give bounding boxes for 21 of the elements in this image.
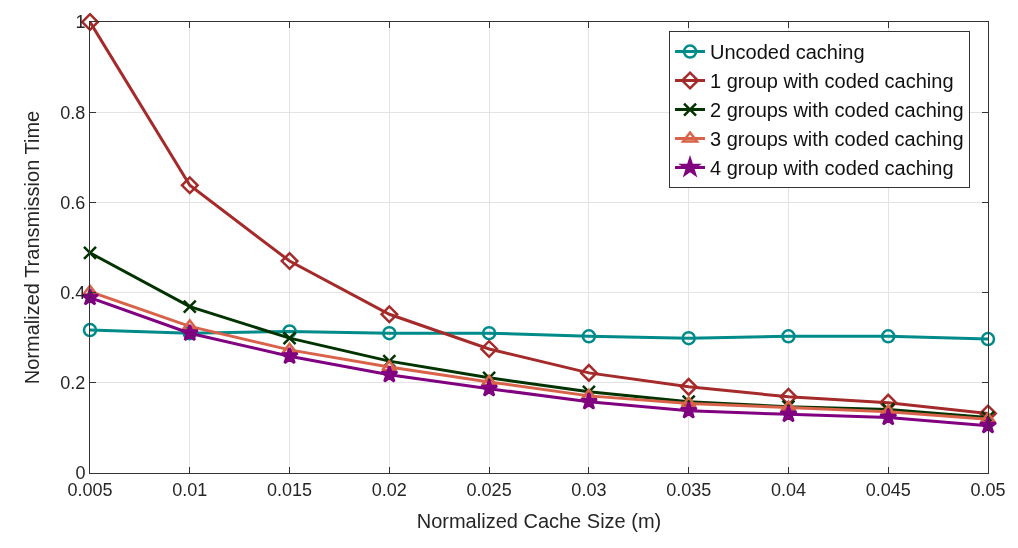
x-tick-label: 0.025 (466, 479, 512, 500)
x-tick-label: 0.01 (172, 479, 208, 500)
x-tick-label: 0.02 (371, 479, 407, 500)
x-tick-label: 0.05 (970, 479, 1006, 500)
y-axis-title: Normalized Transmission Time (20, 110, 43, 385)
y-tick-label: 0.8 (60, 102, 86, 123)
x-tick-label: 0.035 (666, 479, 712, 500)
x-axis-title: Normalized Cache Size (m) (416, 510, 662, 533)
x-tick-label: 0.03 (571, 479, 607, 500)
y-tick-label: 0.6 (60, 192, 86, 213)
legend-label: 3 groups with coded caching (710, 128, 964, 151)
x-tick-label: 0.04 (770, 479, 806, 500)
legend-label: 4 group with coded caching (710, 157, 954, 180)
x-tick-label: 0.015 (267, 479, 313, 500)
y-tick-label: 0.4 (60, 282, 86, 303)
x-tick-label: 0.045 (865, 479, 911, 500)
y-tick-label: 1 (75, 12, 86, 33)
legend-label: 2 groups with coded caching (710, 99, 964, 122)
legend-label: Uncoded caching (710, 41, 865, 64)
y-tick-label: 0.2 (60, 373, 86, 394)
legend-label: 1 group with coded caching (710, 70, 954, 93)
